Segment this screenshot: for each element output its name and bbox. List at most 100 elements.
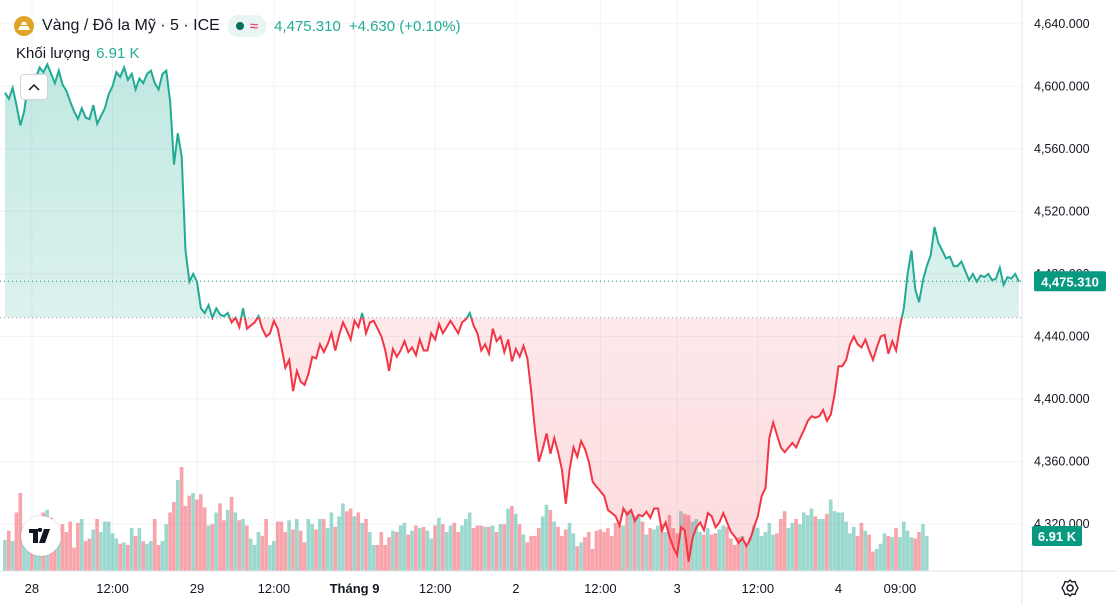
volume-bar [444, 532, 449, 571]
volume-bar [479, 525, 483, 571]
volume-bar [890, 537, 894, 571]
volume-bar [440, 524, 445, 571]
volume-bar [487, 526, 491, 571]
volume-bar [175, 480, 180, 571]
volume-bar [95, 519, 99, 571]
volume-bar [913, 538, 918, 571]
volume-bar [844, 521, 848, 571]
volume-value: 6.91 K [96, 45, 140, 62]
volume-bar [729, 538, 733, 571]
volume-bar [606, 528, 610, 571]
volume-bar [72, 547, 76, 571]
volume-bar [6, 530, 11, 571]
volume-bar [314, 529, 318, 571]
volume-bar [145, 543, 149, 571]
volume-bar [76, 522, 80, 571]
volume-bar [202, 507, 207, 571]
volume-bar [425, 530, 430, 571]
volume-bar [198, 494, 203, 571]
volume-bar [125, 545, 130, 571]
volume-bar [533, 535, 537, 571]
time-tick-label: 09:00 [884, 581, 917, 596]
settings-gear-icon[interactable] [1058, 576, 1082, 600]
volume-bar [156, 545, 161, 571]
volume-bar [759, 535, 764, 571]
volume-bar [356, 512, 361, 571]
volume-bar [371, 545, 376, 571]
volume-bar [406, 534, 411, 571]
volume-bar [609, 535, 614, 571]
volume-bar [536, 528, 541, 571]
volume-bar [233, 512, 238, 571]
volume-bar [602, 532, 606, 571]
volume-bar [333, 526, 338, 571]
volume-bar [252, 545, 257, 571]
volume-bar [640, 521, 645, 571]
volume-bar [179, 467, 184, 571]
volume-bar [341, 503, 345, 571]
volume-bar [613, 522, 618, 571]
volume-bar [498, 524, 503, 571]
volume-bar [840, 512, 845, 571]
volume-bar [391, 530, 395, 571]
volume-bar [475, 525, 480, 571]
volume-bar [56, 529, 61, 571]
volume-bar [279, 521, 284, 571]
volume-bar [905, 530, 910, 571]
volume-bar [763, 532, 768, 571]
volume-bar [3, 539, 7, 571]
volume-bar [460, 525, 464, 571]
volume-bar [245, 525, 249, 571]
volume-bar [383, 545, 387, 571]
time-axis[interactable]: 28 12:00 29 12:00 Tháng 9 12:00 2 12:00 3 12:00 4 0… [25, 581, 917, 596]
last-price: 4,475.310 [274, 17, 341, 35]
volume-bar [636, 515, 641, 571]
volume-bar [325, 528, 330, 571]
volume-bar [494, 532, 499, 571]
symbol-title[interactable]: Vàng / Đô la Mỹ · 5 · ICE [42, 17, 220, 34]
volume-bar [471, 528, 476, 571]
volume-bar [218, 503, 222, 571]
volume-bar [102, 521, 107, 571]
volume-bar [801, 512, 806, 571]
collapse-legend-button[interactable] [20, 74, 48, 100]
volume-bar [18, 493, 23, 571]
status-toggle[interactable]: ≈ [227, 15, 267, 37]
volume-bar [187, 495, 192, 571]
volume-bar [456, 532, 460, 571]
volume-bar [506, 508, 510, 571]
volume-bar [22, 526, 26, 571]
volume-bar [694, 519, 699, 571]
volume-bar [917, 532, 921, 571]
volume-bar [118, 543, 122, 571]
volume-bar [318, 519, 322, 571]
volume-bar [291, 529, 295, 571]
volume-bar [122, 542, 126, 571]
volume-bar [87, 538, 92, 571]
time-tick-label: 12:00 [742, 581, 775, 596]
volume-bar [467, 512, 472, 571]
volume-bar [398, 525, 403, 571]
volume-bar [583, 537, 587, 571]
volume-bar [310, 524, 314, 571]
volume-bar [709, 534, 714, 571]
compare-wave-icon: ≈ [249, 17, 259, 35]
volume-bar [778, 519, 783, 571]
volume-bar [271, 541, 276, 571]
volume-bar [548, 509, 553, 571]
volume-bar [321, 519, 326, 571]
volume-bar [625, 511, 629, 571]
volume-bar [352, 516, 357, 571]
volume-bar [667, 515, 672, 571]
volume-bar [60, 524, 65, 571]
volume-bar [571, 533, 576, 571]
volume-bar [552, 521, 556, 571]
volume-bar [64, 532, 69, 571]
volume-bar [256, 532, 261, 571]
volume-bar [14, 512, 19, 571]
volume-bar [732, 545, 737, 571]
tradingview-logo-icon[interactable] [21, 516, 61, 556]
area-fill-above [5, 64, 1019, 318]
volume-bar [517, 524, 522, 571]
